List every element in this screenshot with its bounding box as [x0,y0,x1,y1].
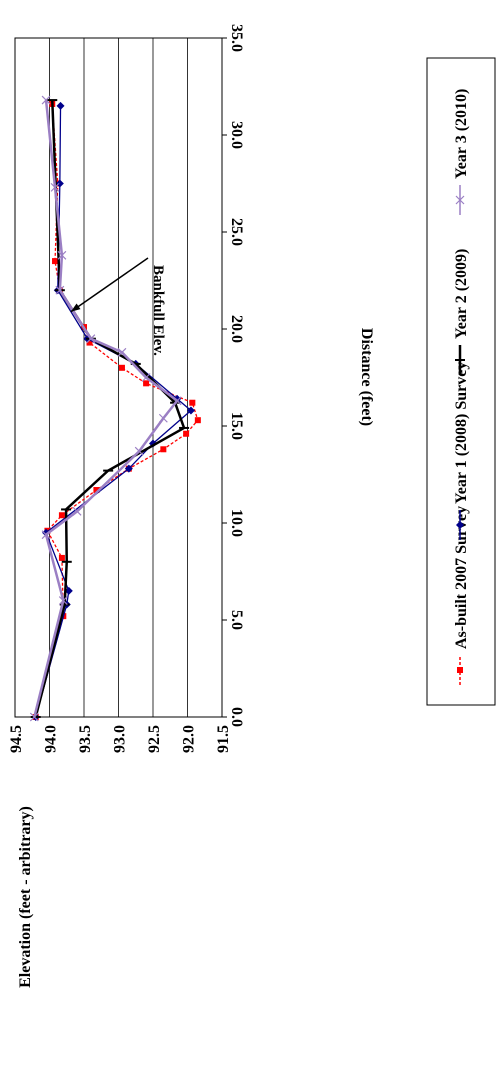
legend-label-year-2-2009: Year 2 (2009) [453,249,470,339]
elevation-tick-0: 94.5 [8,725,25,753]
point-as-built-2007-survey-2 [58,554,65,561]
plot-area-border [14,37,223,718]
legend-item-year-3-2010: Year 3 (2010) [453,89,470,215]
bankfull-label: Bankfull Elev. [150,265,166,356]
elevation-tick-2: 93.5 [77,725,94,753]
legend-marker-as-built-2007-survey [457,667,463,673]
point-year-1-2008-survey-11 [55,179,64,188]
gridlines [14,38,223,717]
distance-tick-0: 0.0 [228,707,245,727]
elevation-tick-4: 92.5 [146,725,163,753]
distance-tick-6: 30.0 [228,121,245,149]
point-year-3-2010-13 [41,95,51,105]
legend: As-built 2007 Survey Year 1 (2008) Survey… [426,57,496,706]
point-as-built-2007-survey-10 [189,399,196,406]
distance-tick-3: 15.0 [228,412,245,440]
y-axis-title: Elevation (feet - arbitrary) [17,806,34,988]
point-as-built-2007-survey-5 [93,487,100,494]
point-year-1-2008-survey-12 [56,101,65,110]
legend-label-year-1-2008-survey: Year 1 (2008) Survey [453,362,470,504]
distance-tick-1: 5.0 [228,610,245,630]
point-year-3-2010-4 [134,446,144,456]
distance-tick-2: 10.0 [228,509,245,537]
bankfull-arrow [70,257,149,313]
point-as-built-2007-survey-8 [183,430,190,437]
distance-tick-4: 20.0 [228,315,245,343]
point-as-built-2007-survey-13 [86,339,93,346]
point-year-1-2008-survey-4 [124,464,133,473]
series-year-3-2010 [29,95,182,722]
point-year-3-2010-12 [50,182,60,192]
point-year-3-2010-10 [55,285,65,295]
point-as-built-2007-survey-4 [58,512,65,519]
distance-tick-7: 35.0 [228,24,245,52]
point-year-3-2010-3 [72,506,82,516]
legend-item-year-2-2009: Year 2 (2009) [453,249,470,375]
point-year-1-2008-survey-2 [64,586,73,595]
elevation-tick-6: 91.5 [215,725,232,753]
point-as-built-2007-survey-16 [52,258,59,265]
legend-marker-year-3-2010 [455,195,465,205]
point-year-3-2010-1 [58,596,68,606]
point-year-3-2010-5 [158,413,168,423]
legend-label-as-built-2007-survey: As-built 2007 Survey [453,506,470,649]
legend-marker-year-1-2008-survey [456,521,464,529]
distance-tick-labels: 0.0 5.0 10.0 15.0 20.0 25.0 30.0 35.0 [222,24,245,727]
bankfull-annotation: Bankfull Elev. [70,257,166,356]
point-year-3-2010-8 [117,347,127,357]
point-year-1-2008-survey-6 [186,406,195,415]
point-as-built-2007-survey-9 [194,417,201,424]
point-as-built-2007-survey-7 [160,446,167,453]
elevation-tick-5: 92.0 [181,725,198,753]
elevation-tick-1: 94.0 [43,725,60,753]
point-as-built-2007-survey-12 [118,364,125,371]
series-layer [29,95,201,722]
point-year-3-2010-6 [172,396,182,406]
point-year-3-2010-7 [141,373,151,382]
bankfull-arrowhead [70,303,81,312]
elevation-tick-labels: 94.5 94.0 93.5 93.0 92.5 92.0 91.5 [8,725,232,753]
legend-label-year-3-2010: Year 3 (2010) [453,89,470,179]
legend-box [426,57,496,706]
elevation-tick-3: 93.0 [112,725,129,753]
point-year-3-2010-2 [41,530,51,540]
legend-item-year-1-2008-survey: Year 1 (2008) Survey [453,362,470,540]
point-as-built-2007-survey-11 [143,380,150,387]
x-axis-title: Distance (feet) [358,328,375,426]
point-year-3-2010-9 [86,334,96,344]
series-line-year-3-2010 [33,99,179,718]
legend-item-as-built-2007-survey: As-built 2007 Survey [453,506,470,685]
point-year-3-2010-0 [29,712,39,722]
distance-tick-5: 25.0 [228,218,245,246]
point-year-3-2010-11 [57,250,67,260]
